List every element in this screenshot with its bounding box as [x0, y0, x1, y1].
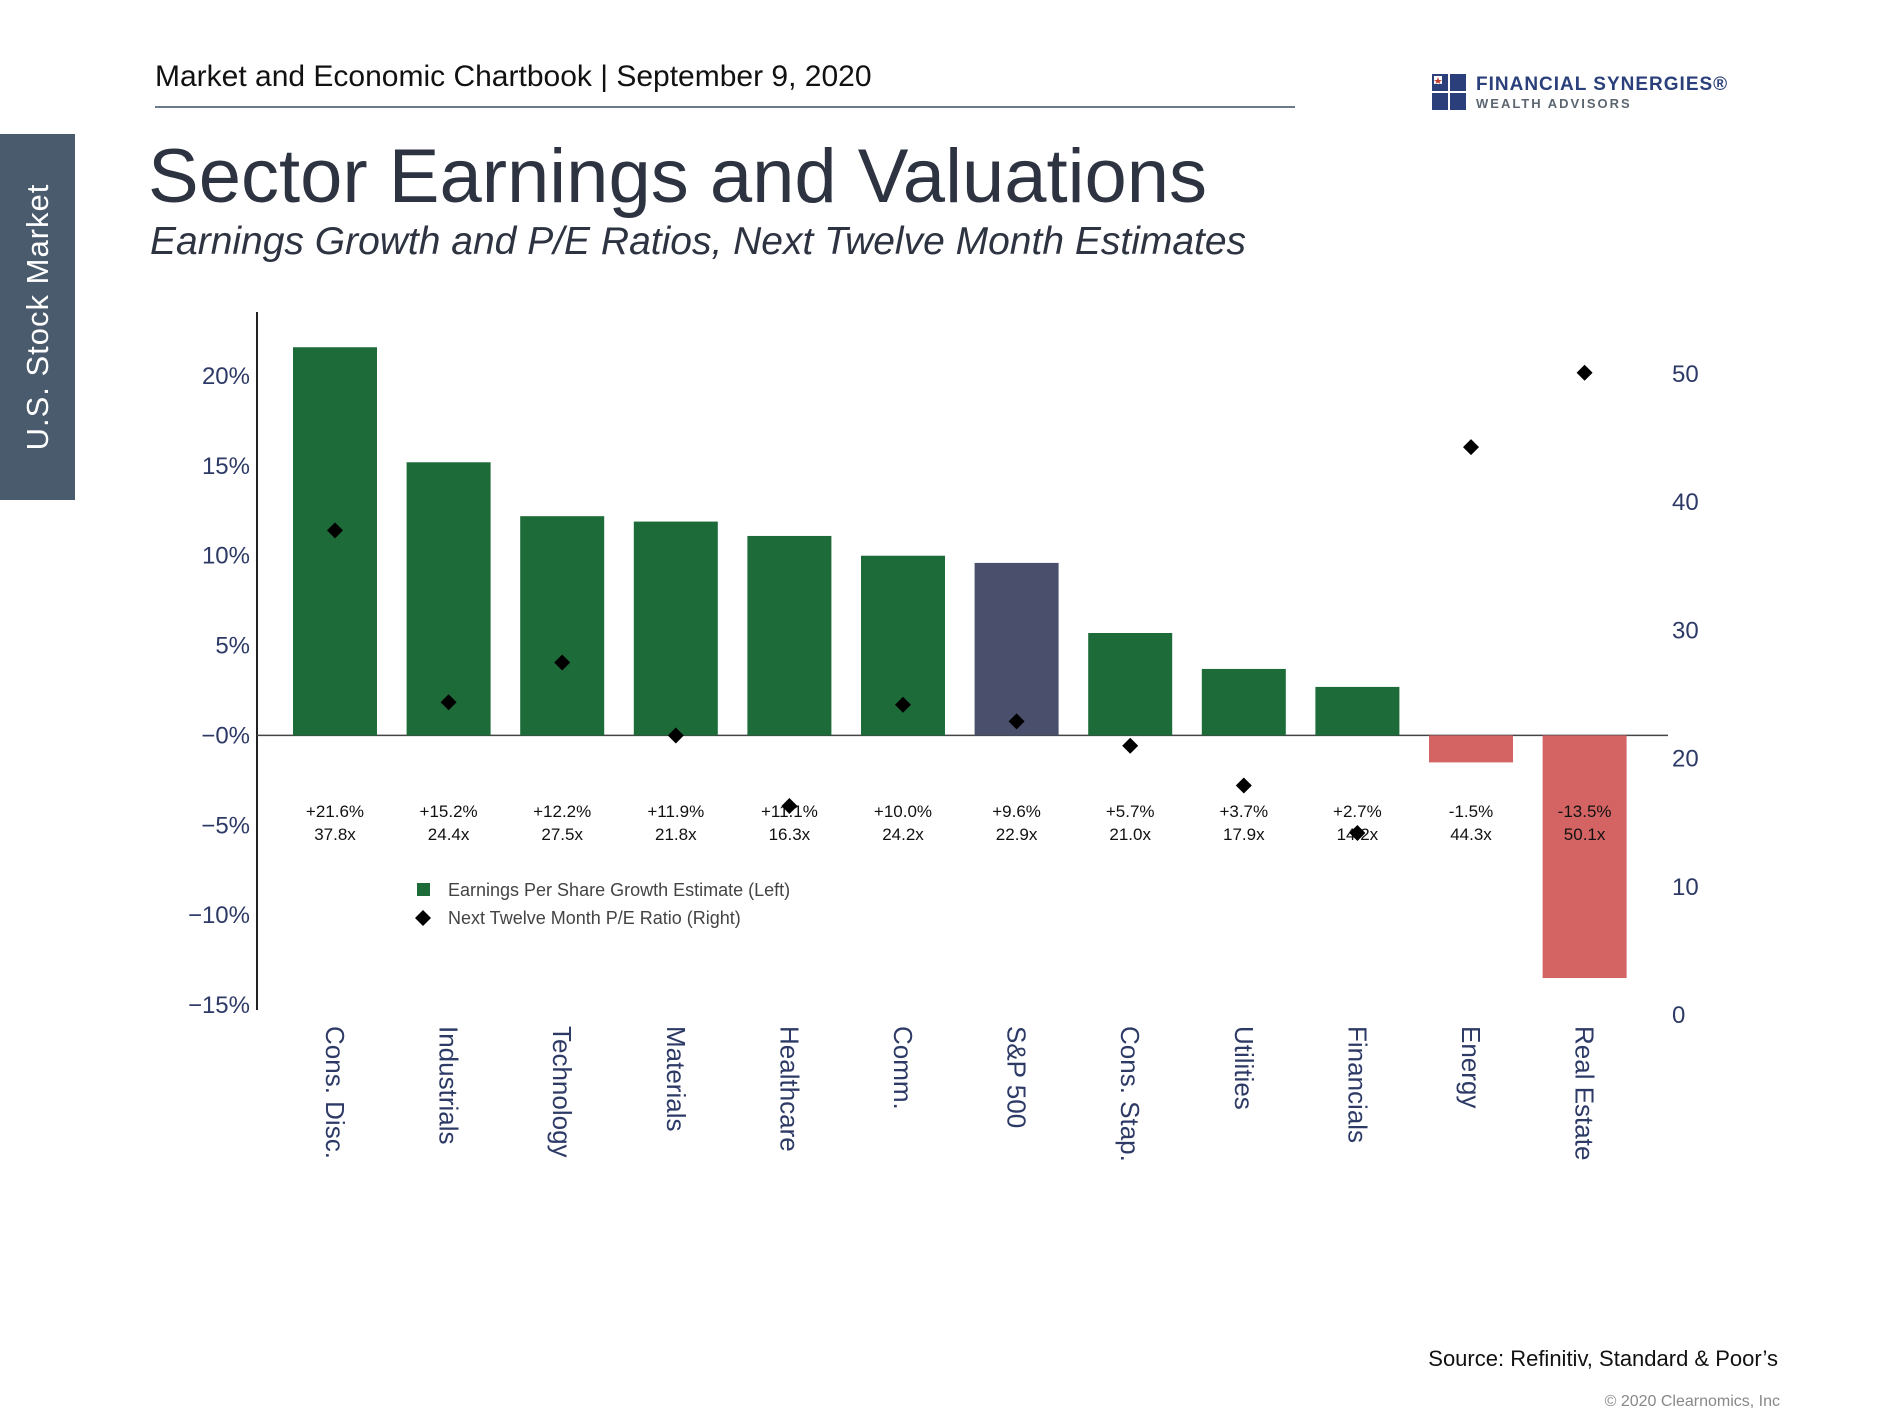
- y-right-tick-label: 20: [1672, 746, 1699, 773]
- source-note: Source: Refinitiv, Standard & Poor’s: [1428, 1346, 1778, 1371]
- growth-data-label: -1.5%: [1449, 802, 1493, 821]
- bar: [1315, 686, 1400, 736]
- category-label: Real Estate: [1570, 1026, 1600, 1160]
- pe-data-label: 44.3x: [1450, 825, 1492, 844]
- pe-marker: [440, 694, 457, 711]
- pe-data-label: 21.8x: [655, 825, 697, 844]
- category-label: Healthcare: [774, 1026, 804, 1152]
- bar: [1088, 632, 1173, 736]
- y-left-tick-label: −5%: [201, 812, 250, 839]
- category-label: Technology: [547, 1026, 577, 1158]
- pe-marker: [667, 727, 684, 744]
- y-left-tick-label: −0%: [201, 722, 250, 749]
- category-label: Financials: [1342, 1026, 1372, 1143]
- category-label: Comm.: [888, 1026, 918, 1110]
- legend-label-marker: Next Twelve Month P/E Ratio (Right): [448, 908, 741, 928]
- company-logo: FINANCIAL SYNERGIES® WEALTH ADVISORS: [1432, 72, 1752, 116]
- y-right-tick-label: 30: [1672, 617, 1699, 644]
- y-left-tick-label: 5%: [215, 633, 250, 660]
- category-label: Energy: [1456, 1026, 1486, 1108]
- section-tab: U.S. Stock Market: [0, 134, 75, 500]
- y-left-tick-label: 15%: [202, 453, 250, 480]
- y-left-tick-label: 20%: [202, 363, 250, 390]
- bar: [747, 535, 832, 736]
- bar: [633, 521, 718, 736]
- bar: [1542, 735, 1627, 979]
- legend-swatch-marker: [415, 910, 431, 926]
- bar: [520, 516, 605, 736]
- growth-data-label: +5.7%: [1106, 802, 1155, 821]
- logo-name: FINANCIAL SYNERGIES®: [1476, 74, 1729, 95]
- growth-data-label: +10.0%: [874, 802, 932, 821]
- growth-data-label: +21.6%: [306, 802, 364, 821]
- y-right-tick-label: 50: [1672, 361, 1699, 388]
- chartbook-header: Market and Economic Chartbook | Septembe…: [155, 60, 872, 93]
- flag-logo-icon: [1432, 74, 1466, 110]
- pe-marker: [327, 522, 343, 539]
- copyright-note: © 2020 Clearnomics, Inc: [1604, 1393, 1780, 1410]
- growth-data-label: +2.7%: [1333, 802, 1382, 821]
- pe-marker: [1576, 364, 1593, 381]
- category-label: Cons. Disc.: [320, 1026, 350, 1159]
- growth-data-label: -13.5%: [1558, 802, 1612, 821]
- y-left-tick-label: −10%: [188, 902, 250, 929]
- growth-data-label: +11.9%: [647, 802, 704, 821]
- bar: [974, 562, 1059, 736]
- bar: [1429, 735, 1513, 763]
- pe-marker: [895, 696, 911, 713]
- category-label: Cons. Stap.: [1115, 1026, 1145, 1162]
- bar: [293, 347, 377, 736]
- growth-data-label: +12.2%: [533, 802, 591, 821]
- pe-data-label: 17.9x: [1223, 825, 1265, 844]
- header-divider: [155, 106, 1295, 108]
- pe-data-label: 27.5x: [541, 825, 583, 844]
- pe-data-label: 22.9x: [996, 825, 1038, 844]
- bar: [406, 462, 491, 736]
- pe-marker: [554, 654, 571, 671]
- y-right-tick-label: 10: [1672, 874, 1699, 901]
- pe-data-label: 16.3x: [769, 825, 811, 844]
- growth-data-label: +3.7%: [1219, 802, 1268, 821]
- y-left-tick-label: −15%: [188, 992, 250, 1019]
- bar: [1201, 668, 1286, 736]
- pe-data-label: 24.4x: [428, 825, 470, 844]
- pe-data-label: 37.8x: [314, 825, 356, 844]
- category-label: Industrials: [434, 1026, 464, 1145]
- growth-data-label: +9.6%: [992, 802, 1041, 821]
- category-label: S&P 500: [1002, 1026, 1032, 1128]
- legend-swatch-bar: [417, 883, 430, 896]
- page-subtitle: Earnings Growth and P/E Ratios, Next Twe…: [150, 220, 1247, 263]
- pe-marker: [1008, 713, 1025, 730]
- growth-data-label: +15.2%: [420, 802, 478, 821]
- pe-marker: [1122, 737, 1139, 754]
- y-right-tick-label: 0: [1672, 1002, 1685, 1029]
- pe-data-label: 21.0x: [1109, 825, 1151, 844]
- pe-marker: [781, 798, 798, 815]
- y-right-tick-label: 40: [1672, 489, 1699, 516]
- pe-marker: [1463, 439, 1479, 456]
- legend-label-bar: Earnings Per Share Growth Estimate (Left…: [448, 880, 790, 900]
- category-label: Utilities: [1229, 1026, 1259, 1110]
- pe-marker: [1349, 824, 1366, 841]
- y-left-tick-label: 10%: [202, 543, 250, 570]
- logo-subtitle: WEALTH ADVISORS: [1476, 96, 1632, 111]
- pe-marker: [1235, 777, 1252, 794]
- pe-data-label: 50.1x: [1564, 825, 1606, 844]
- category-label: Materials: [661, 1026, 691, 1131]
- page-title: Sector Earnings and Valuations: [148, 134, 1208, 219]
- pe-data-label: 24.2x: [882, 825, 924, 844]
